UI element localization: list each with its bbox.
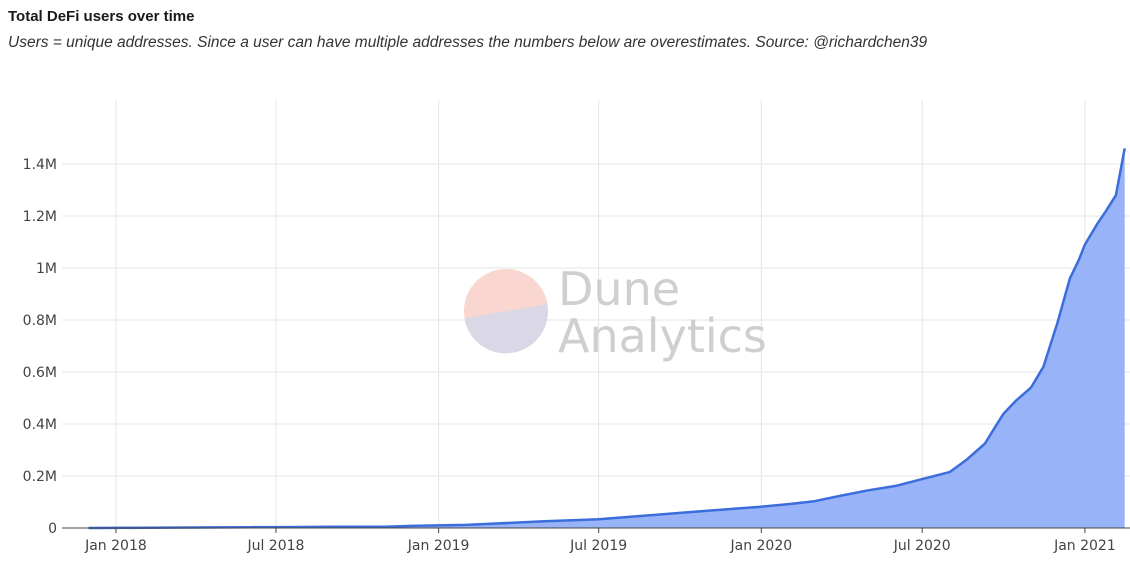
chart-subtitle: Users = unique addresses. Since a user c…: [8, 34, 928, 51]
watermark-logo-bottom: [464, 304, 548, 354]
chart-title: Total DeFi users over time: [8, 8, 195, 25]
series-line: [88, 148, 1126, 530]
area-fill: [88, 148, 1125, 528]
y-tick-label: 1.2M: [23, 209, 57, 225]
y-tick-label: 1.4M: [23, 157, 57, 173]
x-tick-label: Jul 2019: [569, 538, 627, 554]
axes: 0 0.2M 0.4M 0.6M 0.8M 1M 1.2M 1.4M Jan 2018 Jul 2…: [23, 157, 1130, 554]
x-tick-label: Jul 2018: [246, 538, 304, 554]
grid-lines: [62, 100, 1130, 528]
series-layer: [88, 148, 1126, 530]
x-tick-label: Jan 2019: [407, 538, 470, 554]
dune-analytics-watermark: Dune Analytics: [464, 262, 767, 363]
x-tick-label: Jan 2018: [84, 538, 147, 554]
y-tick-label: 0.2M: [23, 469, 57, 485]
watermark-line-1: Dune: [558, 262, 680, 316]
y-tick-label: 1M: [36, 261, 57, 277]
x-tick-label: Jan 2020: [729, 538, 792, 554]
y-tick-label: 0.8M: [23, 313, 57, 329]
watermark-line-2: Analytics: [558, 309, 767, 363]
x-tick-label: Jan 2021: [1053, 538, 1116, 554]
y-tick-label: 0.6M: [23, 365, 57, 381]
y-tick-label: 0: [48, 521, 57, 537]
y-tick-label: 0.4M: [23, 417, 57, 433]
x-tick-label: Jul 2020: [893, 538, 951, 554]
